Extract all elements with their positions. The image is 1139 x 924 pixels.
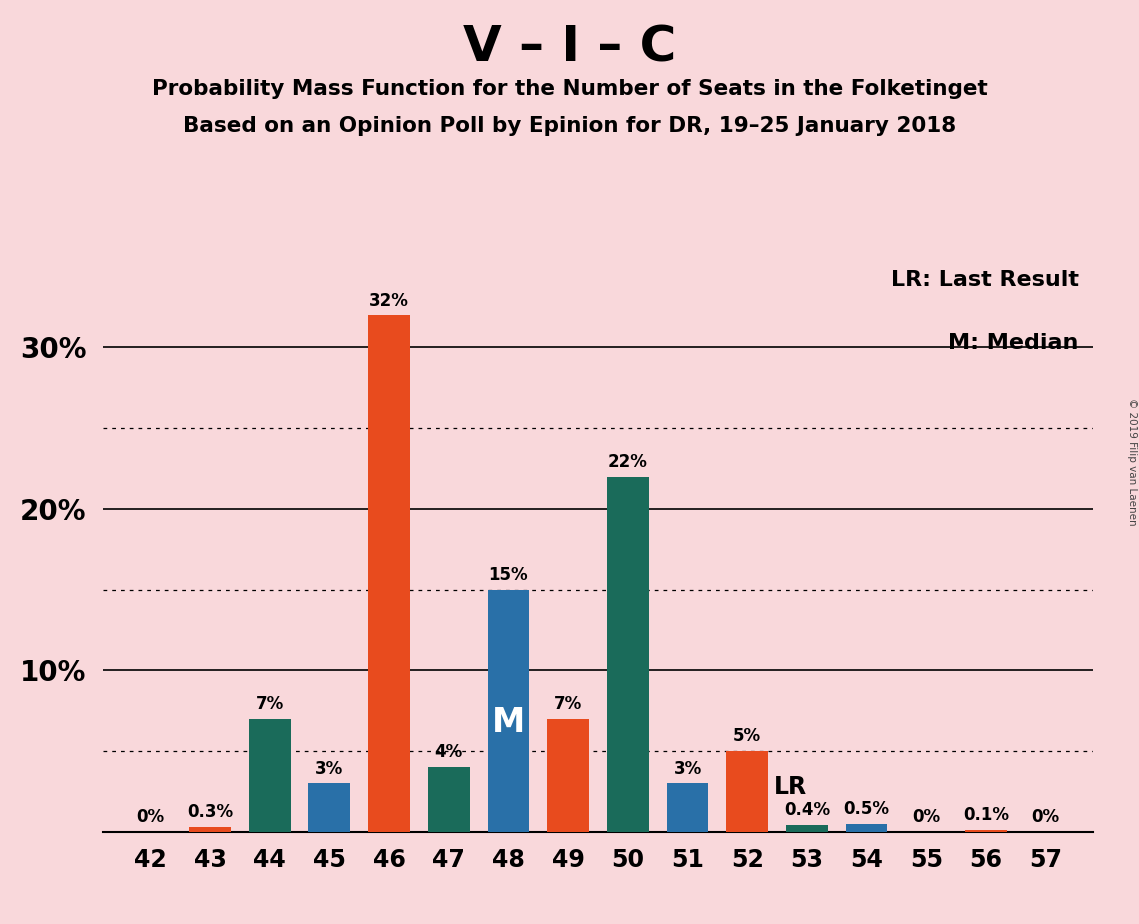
Text: 0.4%: 0.4% <box>784 801 830 820</box>
Bar <box>309 784 350 832</box>
Text: 0.5%: 0.5% <box>844 800 890 818</box>
Text: 15%: 15% <box>489 565 528 584</box>
Text: Based on an Opinion Poll by Epinion for DR, 19–25 January 2018: Based on an Opinion Poll by Epinion for … <box>183 116 956 136</box>
Text: 22%: 22% <box>608 453 648 471</box>
Text: 0.1%: 0.1% <box>962 807 1009 824</box>
Bar <box>666 784 708 832</box>
Bar <box>786 825 828 832</box>
Bar <box>607 477 649 832</box>
Bar <box>965 830 1007 832</box>
Text: M: Median: M: Median <box>948 334 1079 353</box>
Text: 7%: 7% <box>255 695 284 713</box>
Bar <box>189 827 231 832</box>
Bar <box>547 719 589 832</box>
Text: 4%: 4% <box>435 744 462 761</box>
Text: 7%: 7% <box>554 695 582 713</box>
Bar <box>845 823 887 832</box>
Text: V – I – C: V – I – C <box>462 23 677 71</box>
Text: 0%: 0% <box>137 808 164 826</box>
Bar <box>368 315 410 832</box>
Text: LR: LR <box>775 775 808 799</box>
Text: M: M <box>492 706 525 739</box>
Bar <box>428 767 469 832</box>
Bar <box>248 719 290 832</box>
Bar <box>487 590 530 832</box>
Text: 3%: 3% <box>673 760 702 777</box>
Text: 0%: 0% <box>912 808 941 826</box>
Text: 3%: 3% <box>316 760 344 777</box>
Text: 0%: 0% <box>1032 808 1059 826</box>
Text: © 2019 Filip van Laenen: © 2019 Filip van Laenen <box>1126 398 1137 526</box>
Text: 32%: 32% <box>369 292 409 310</box>
Text: 5%: 5% <box>734 727 761 746</box>
Text: 0.3%: 0.3% <box>187 803 233 821</box>
Text: Probability Mass Function for the Number of Seats in the Folketinget: Probability Mass Function for the Number… <box>151 79 988 99</box>
Bar <box>727 751 768 832</box>
Text: LR: Last Result: LR: Last Result <box>891 270 1079 290</box>
